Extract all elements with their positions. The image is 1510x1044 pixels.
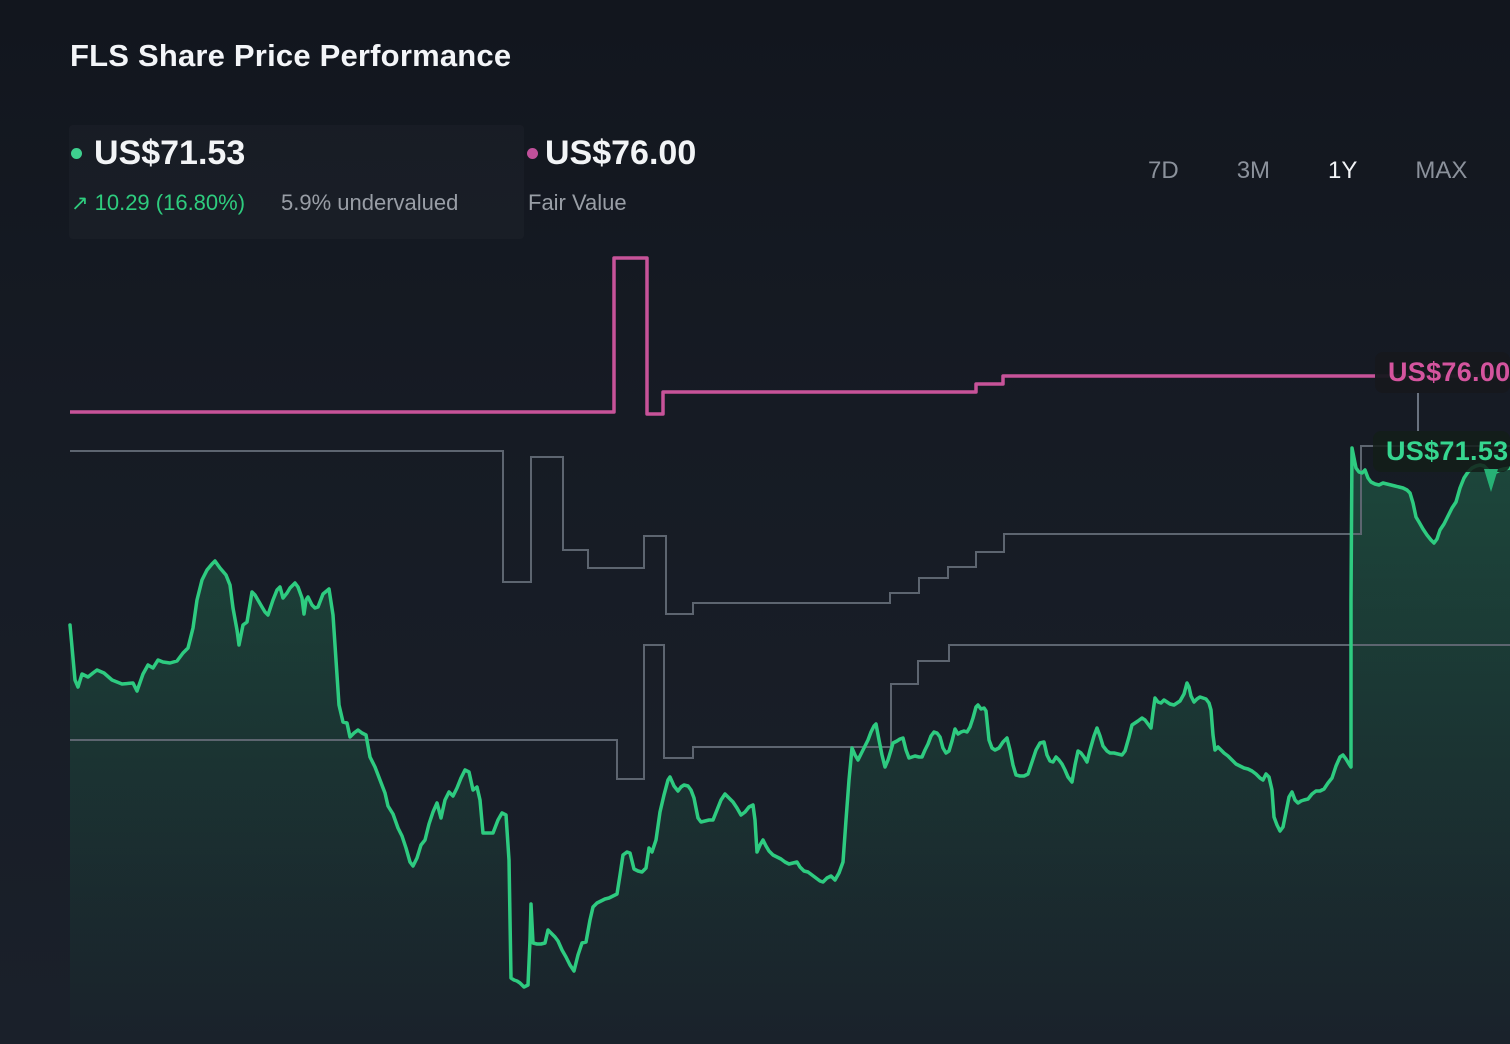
analyst-lower-line bbox=[70, 644, 1510, 780]
range-button-7d[interactable]: 7D bbox=[1148, 157, 1179, 184]
fair-value-label: Fair Value bbox=[528, 190, 627, 215]
undervalued-text: 5.9% undervalued bbox=[281, 190, 459, 215]
fair-value-value: US$76.00 bbox=[545, 134, 697, 172]
fair-value-line bbox=[70, 256, 1510, 416]
fair-value-dot-icon bbox=[527, 148, 538, 159]
range-button-3m[interactable]: 3M bbox=[1236, 157, 1271, 184]
share-price-change: ↗ 10.29 (16.80%) bbox=[71, 190, 245, 217]
share-price-line bbox=[68, 446, 1510, 989]
price-pointer-down-icon bbox=[1484, 469, 1498, 492]
page-title: FLS Share Price Performance bbox=[70, 38, 512, 73]
share-price-change-text: 10.29 (16.80%) bbox=[94, 190, 246, 215]
range-selector: 7D 3M 1Y MAX bbox=[1148, 157, 1467, 185]
tag-connector-line bbox=[1417, 393, 1419, 431]
share-price-dot-icon bbox=[71, 148, 82, 159]
range-button-1y[interactable]: 1Y bbox=[1328, 157, 1358, 184]
analyst-upper-line bbox=[70, 445, 1510, 615]
range-button-max[interactable]: MAX bbox=[1415, 157, 1468, 184]
price-area bbox=[70, 448, 1510, 1044]
current-price-tag: US$71.53 bbox=[1373, 431, 1510, 472]
fair-value-tag: US$76.00 bbox=[1375, 352, 1510, 393]
share-price-value: US$71.53 bbox=[94, 134, 246, 172]
up-right-arrow-icon: ↗ bbox=[71, 192, 89, 215]
